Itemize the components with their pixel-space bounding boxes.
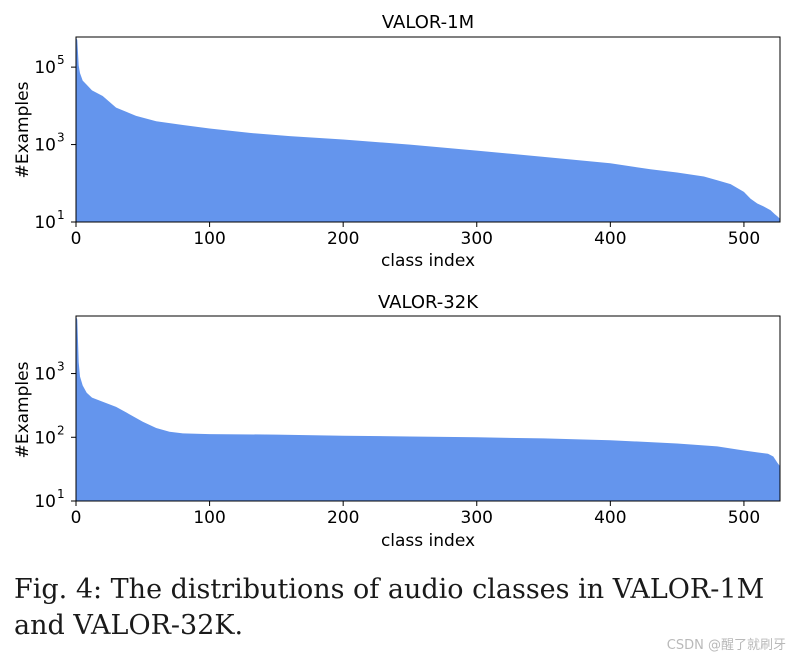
plot-frame <box>75 315 781 502</box>
y-tick-label: 10 <box>34 365 56 385</box>
y-tick-exponent: 3 <box>57 131 65 145</box>
y-axis-label: #Examples <box>13 81 33 178</box>
x-tick-label: 0 <box>71 508 82 528</box>
y-tick-label: 10 <box>34 428 56 448</box>
x-tick-label: 200 <box>327 508 359 528</box>
y-tick-exponent: 1 <box>57 208 65 222</box>
x-tick-label: 100 <box>193 229 225 249</box>
watermark: CSDN @醒了就刷牙 <box>666 638 786 653</box>
x-tick-label: 400 <box>594 508 626 528</box>
y-tick-exponent: 2 <box>57 423 65 437</box>
chart-title: VALOR-1M <box>382 12 474 33</box>
distribution-area <box>76 316 780 501</box>
x-axis-label: class index <box>381 531 475 551</box>
x-tick-label: 500 <box>728 508 760 528</box>
plot-frame <box>75 36 781 223</box>
x-axis-label: class index <box>381 251 475 271</box>
x-tick-label: 100 <box>193 508 225 528</box>
y-tick-exponent: 1 <box>57 487 65 501</box>
y-tick-label: 10 <box>34 492 56 512</box>
x-tick-label: 300 <box>461 229 493 249</box>
y-tick-label: 10 <box>34 213 56 233</box>
chart-title: VALOR-32K <box>378 292 479 313</box>
y-axis-label: #Examples <box>13 361 33 458</box>
y-tick-label: 10 <box>34 58 56 78</box>
x-tick-label: 0 <box>71 229 82 249</box>
y-tick-exponent: 3 <box>57 360 65 374</box>
x-tick-label: 300 <box>461 508 493 528</box>
y-tick-label: 10 <box>34 136 56 156</box>
figure-caption: Fig. 4: The distributions of audio class… <box>14 574 765 641</box>
x-tick-label: 400 <box>594 229 626 249</box>
x-tick-label: 200 <box>327 229 359 249</box>
x-tick-label: 500 <box>728 229 760 249</box>
distribution-area <box>76 37 780 222</box>
y-tick-exponent: 5 <box>57 53 65 67</box>
